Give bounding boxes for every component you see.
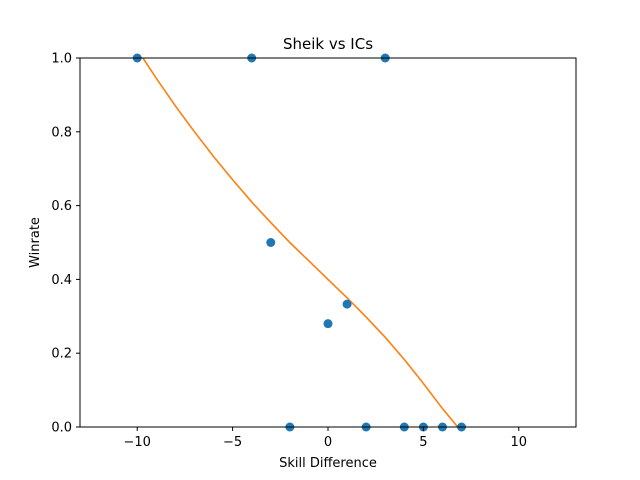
axes-frame (79, 57, 577, 428)
y-tick-label: 0.6 (51, 199, 72, 214)
data-point (266, 238, 276, 247)
data-point (323, 319, 333, 329)
data-point (342, 299, 352, 309)
y-tick-label: 1.0 (51, 52, 72, 67)
x-tick-label: 5 (419, 435, 427, 450)
y-tick-label: 0.4 (51, 273, 72, 288)
y-axis-label: Winrate (28, 217, 43, 268)
y-tick-label: 0.8 (51, 125, 72, 140)
x-tick-label: −10 (124, 435, 151, 450)
x-axis-label: Skill Difference (279, 456, 377, 471)
x-tick-label: −5 (223, 435, 242, 450)
fit-curve (142, 58, 459, 427)
x-tick-label: 0 (324, 435, 332, 450)
y-tick-label: 0.0 (51, 421, 72, 436)
x-tick-label: 10 (510, 435, 527, 450)
axis-ticks: −10 −5 0 5 10 0.0 0.2 0.4 0.6 0.8 1.0 (51, 52, 527, 451)
y-tick-label: 0.2 (51, 347, 72, 362)
chart-title: Sheik vs ICs (283, 35, 373, 53)
